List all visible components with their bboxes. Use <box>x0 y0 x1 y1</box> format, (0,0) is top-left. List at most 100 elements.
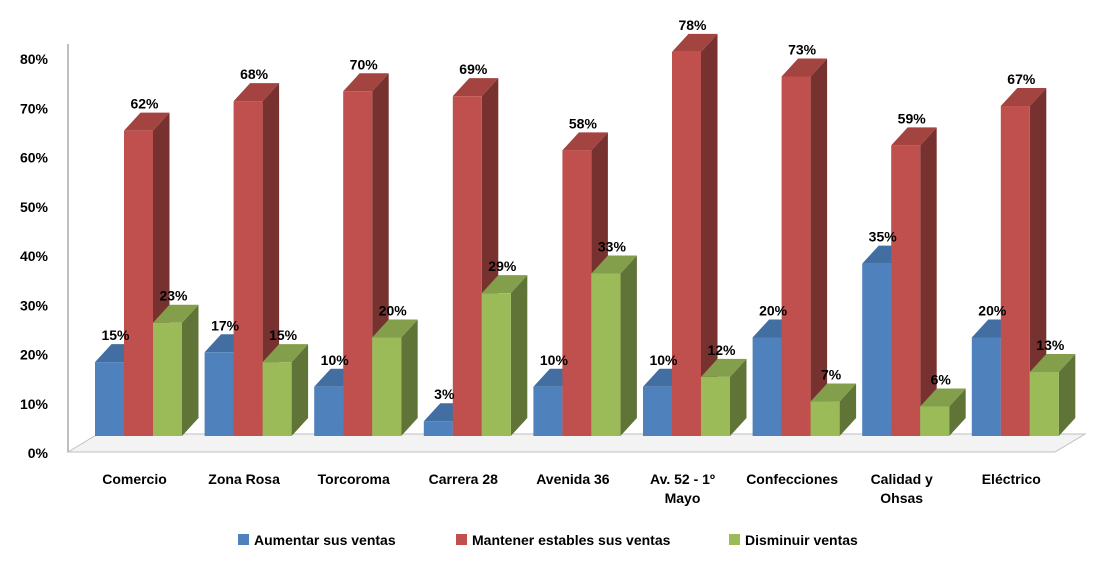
data-label: 10% <box>540 352 569 368</box>
bar-1-5 <box>672 33 718 436</box>
data-label: 35% <box>869 229 898 245</box>
x-tick-label: Torcoroma <box>318 471 390 487</box>
legend-label: Disminuir ventas <box>745 532 858 548</box>
y-tick-label: 40% <box>20 248 49 264</box>
bar-front <box>372 337 402 436</box>
bar-front <box>423 421 453 436</box>
y-tick-label: 10% <box>20 396 49 412</box>
data-label: 10% <box>649 352 678 368</box>
bar-top <box>891 127 937 146</box>
chart-floor <box>66 433 1087 453</box>
legend-swatch <box>729 534 740 545</box>
bar-top <box>1000 88 1047 107</box>
bar-side <box>701 33 718 436</box>
legend-item: Aumentar sus ventas <box>238 532 396 548</box>
legend-swatch <box>456 534 467 545</box>
data-label: 6% <box>931 371 952 387</box>
data-label: 13% <box>1036 337 1065 353</box>
bar-side <box>730 358 747 436</box>
bar-front <box>920 406 950 436</box>
bar-side <box>401 319 418 436</box>
bar-front <box>153 322 182 436</box>
legend-label: Aumentar sus ventas <box>254 532 396 548</box>
x-tick-label: Confecciones <box>746 471 838 487</box>
data-label: 73% <box>788 41 817 57</box>
bar-1-0 <box>124 112 170 437</box>
bar-top <box>262 344 309 363</box>
bar-1-1 <box>233 83 280 436</box>
legend-item: Mantener estables sus ventas <box>456 532 671 548</box>
bar-side <box>1058 353 1076 436</box>
bar-top <box>591 255 637 274</box>
bar-2-3 <box>481 275 528 436</box>
bar-front <box>672 51 701 436</box>
bar-top <box>233 83 280 102</box>
x-tick-label: Avenida 36 <box>536 471 610 487</box>
bar-top <box>920 388 966 407</box>
bar-1-7 <box>891 127 937 437</box>
bar-front <box>95 362 124 436</box>
bar-front <box>1000 106 1030 437</box>
data-label: 67% <box>1007 71 1036 87</box>
bar-top <box>153 304 199 323</box>
bar-front <box>781 76 811 436</box>
data-label: 23% <box>159 288 188 304</box>
bar-top <box>124 112 170 131</box>
legend: Aumentar sus ventas Mantener estables sus… <box>238 532 858 548</box>
bar-2-0 <box>153 304 199 436</box>
bar-front <box>481 293 511 436</box>
bar-1-8 <box>1000 88 1047 437</box>
data-label: 62% <box>130 96 159 112</box>
x-tick-label: Eléctrico <box>982 471 1041 487</box>
data-label: 10% <box>321 352 350 368</box>
y-axis: 0% 10% 20% 30% 40% 50% 60% 70% 80% <box>20 51 49 461</box>
bar-side <box>1029 88 1047 437</box>
bar-2-4 <box>591 255 637 436</box>
bar-top <box>452 78 499 97</box>
data-label: 70% <box>350 56 379 72</box>
bar-side <box>510 275 528 436</box>
bar-side <box>839 383 857 436</box>
y-tick-label: 60% <box>20 150 49 166</box>
data-label: 20% <box>759 303 788 319</box>
data-label: 20% <box>379 303 408 319</box>
bar-side <box>949 388 966 436</box>
bar-2-6 <box>810 383 857 436</box>
y-tick-label: 30% <box>20 297 49 313</box>
x-tick-label: Carrera 28 <box>429 471 498 487</box>
data-label: 12% <box>707 342 736 358</box>
bar-side <box>810 58 828 436</box>
bar-side <box>262 83 280 436</box>
data-label: 20% <box>978 303 1007 319</box>
data-label: 17% <box>211 317 240 333</box>
bar-front <box>452 96 482 437</box>
x-tick-label: Comercio <box>102 471 167 487</box>
legend-swatch <box>238 534 249 545</box>
bar-2-5 <box>701 358 747 436</box>
bar-side <box>291 344 309 436</box>
y-tick-label: 0% <box>28 445 49 461</box>
data-label: 33% <box>598 238 627 254</box>
bar-side <box>920 127 937 437</box>
data-label: 3% <box>434 386 455 402</box>
bar-front <box>752 337 782 436</box>
bar-front <box>124 130 153 436</box>
bar-top <box>701 358 747 377</box>
bar-front <box>643 386 672 436</box>
bar-2-8 <box>1029 353 1076 436</box>
data-label: 7% <box>821 367 842 383</box>
data-label: 69% <box>459 61 488 77</box>
bar-top <box>343 73 389 92</box>
bar-side <box>182 304 199 436</box>
data-label: 78% <box>678 17 707 33</box>
bar-front <box>343 91 373 436</box>
bar-1-6 <box>781 58 828 436</box>
bar-2-2 <box>372 319 418 436</box>
bar-top <box>810 383 857 402</box>
bar-front <box>1029 371 1059 436</box>
data-label: 15% <box>101 327 130 343</box>
legend-label: Mantener estables sus ventas <box>472 532 671 548</box>
y-tick-label: 50% <box>20 199 49 215</box>
